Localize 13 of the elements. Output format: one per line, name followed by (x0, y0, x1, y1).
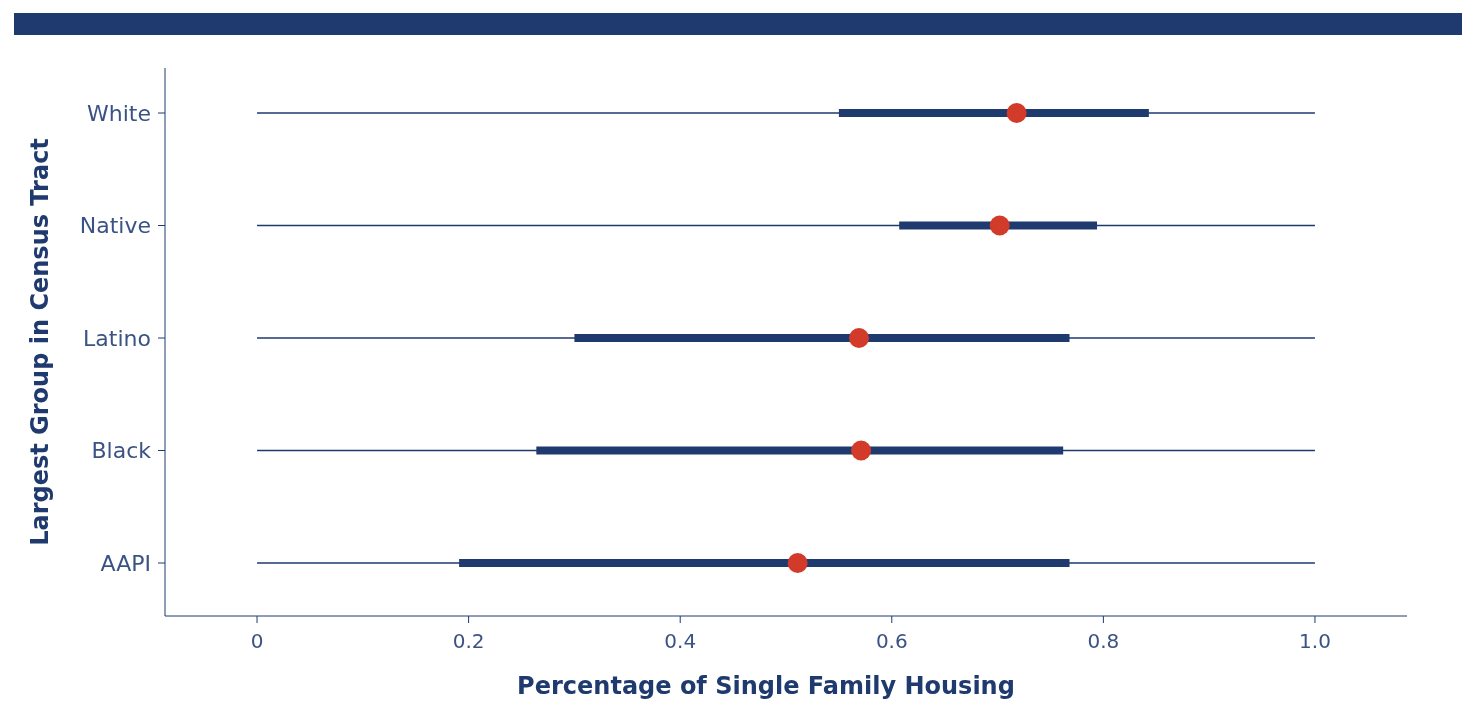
x-tick-label: 0.8 (1087, 629, 1120, 653)
y-tick-label: Native (79, 213, 151, 239)
x-tick-label: 0.4 (664, 629, 697, 653)
x-tick-label: 0.6 (875, 629, 908, 653)
y-axis-title: Largest Group in Census Tract (26, 138, 54, 546)
x-tick-label: 0 (250, 629, 264, 653)
x-tick-label: 0.2 (452, 629, 485, 653)
x-tick-label: 1.0 (1299, 629, 1331, 653)
y-tick-label: Black (91, 438, 152, 464)
y-tick-label: AAPI (100, 550, 151, 576)
y-tick-label: Latino (83, 325, 151, 351)
x-axis-title: Percentage of Single Family Housing (517, 672, 1015, 700)
y-tick-label: White (87, 100, 151, 126)
